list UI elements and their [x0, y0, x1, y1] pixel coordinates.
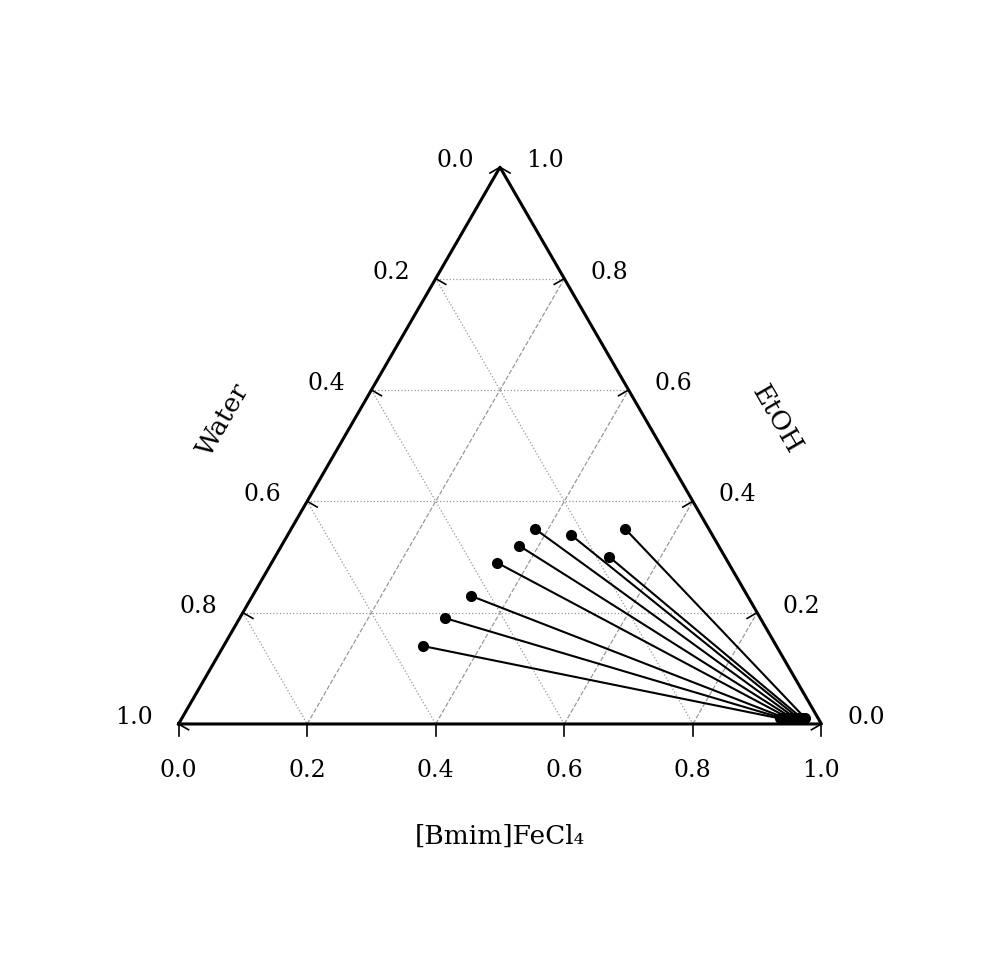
Text: 1.0: 1.0 — [526, 149, 563, 173]
Text: EtOH: EtOH — [747, 381, 806, 458]
Text: 0.0: 0.0 — [847, 706, 885, 729]
Text: 0.2: 0.2 — [783, 595, 821, 618]
Text: 0.2: 0.2 — [372, 260, 410, 284]
Text: 0.0: 0.0 — [437, 149, 474, 173]
Text: 0.6: 0.6 — [244, 484, 281, 506]
Text: 0.6: 0.6 — [654, 372, 692, 395]
Text: 0.4: 0.4 — [417, 760, 455, 782]
Text: 0.2: 0.2 — [288, 760, 326, 782]
Text: 1.0: 1.0 — [115, 706, 153, 729]
Text: 0.8: 0.8 — [674, 760, 712, 782]
Text: 0.8: 0.8 — [590, 260, 628, 284]
Text: 0.6: 0.6 — [545, 760, 583, 782]
Text: 0.0: 0.0 — [160, 760, 197, 782]
Text: 1.0: 1.0 — [803, 760, 840, 782]
Text: [Bmim]FeCl₄: [Bmim]FeCl₄ — [415, 824, 585, 848]
Text: Water: Water — [193, 379, 254, 460]
Text: 0.8: 0.8 — [179, 595, 217, 618]
Text: 0.4: 0.4 — [719, 484, 756, 506]
Text: 0.4: 0.4 — [308, 372, 346, 395]
